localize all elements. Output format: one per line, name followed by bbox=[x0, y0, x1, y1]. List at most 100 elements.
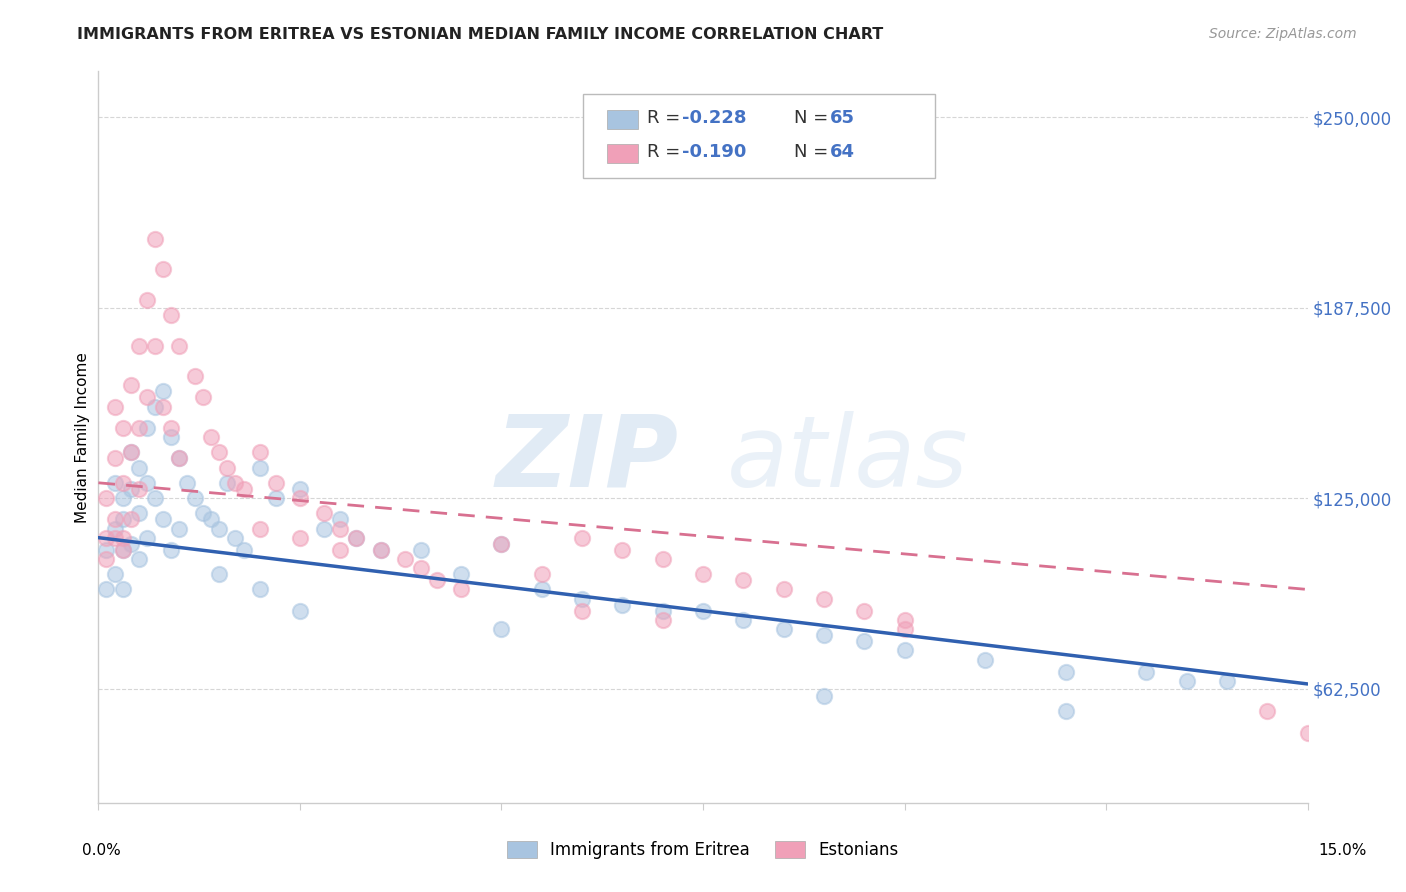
Point bbox=[1175, 673, 1198, 688]
Point bbox=[288, 482, 311, 496]
Point bbox=[813, 591, 835, 606]
Point bbox=[217, 475, 239, 490]
Point bbox=[217, 460, 239, 475]
Point bbox=[96, 531, 118, 545]
Text: N =: N = bbox=[794, 143, 834, 161]
Point bbox=[208, 445, 231, 459]
Point bbox=[1054, 705, 1077, 719]
Point bbox=[1054, 665, 1077, 679]
Point bbox=[249, 521, 271, 535]
Point bbox=[409, 542, 432, 557]
Point bbox=[370, 542, 392, 557]
Point bbox=[426, 574, 449, 588]
Point bbox=[193, 506, 215, 520]
Point bbox=[232, 542, 254, 557]
Point bbox=[813, 628, 835, 642]
Point bbox=[103, 475, 125, 490]
Point bbox=[96, 552, 118, 566]
Text: 15.0%: 15.0% bbox=[1319, 843, 1367, 858]
Point bbox=[111, 512, 134, 526]
Point bbox=[103, 451, 125, 466]
Point bbox=[120, 537, 142, 551]
Point bbox=[329, 512, 352, 526]
Point bbox=[128, 421, 150, 435]
Point bbox=[120, 445, 142, 459]
Point bbox=[232, 482, 254, 496]
Point bbox=[264, 475, 287, 490]
Point bbox=[893, 613, 915, 627]
Point bbox=[288, 604, 311, 618]
Point bbox=[120, 512, 142, 526]
Text: -0.190: -0.190 bbox=[682, 143, 747, 161]
Point bbox=[167, 338, 190, 352]
Point bbox=[152, 512, 174, 526]
Point bbox=[111, 542, 134, 557]
Point bbox=[200, 430, 222, 444]
Text: R =: R = bbox=[647, 143, 686, 161]
Point bbox=[491, 537, 513, 551]
Point bbox=[314, 506, 336, 520]
Point bbox=[135, 391, 157, 405]
Point bbox=[128, 338, 150, 352]
Point bbox=[530, 582, 553, 597]
Point bbox=[344, 531, 367, 545]
Point bbox=[143, 232, 166, 246]
Point bbox=[111, 582, 134, 597]
Point bbox=[1296, 725, 1319, 739]
Point bbox=[200, 512, 222, 526]
Point bbox=[612, 598, 634, 612]
Point bbox=[450, 567, 472, 582]
Point bbox=[733, 574, 755, 588]
Point bbox=[1216, 673, 1239, 688]
Point bbox=[111, 475, 134, 490]
Point bbox=[96, 491, 118, 505]
Point bbox=[128, 482, 150, 496]
Text: -0.228: -0.228 bbox=[682, 109, 747, 127]
Point bbox=[571, 604, 593, 618]
Point bbox=[288, 531, 311, 545]
Point bbox=[450, 582, 472, 597]
Point bbox=[974, 652, 997, 666]
Point bbox=[249, 582, 271, 597]
Point bbox=[249, 445, 271, 459]
Text: N =: N = bbox=[794, 109, 834, 127]
Point bbox=[96, 542, 118, 557]
Point bbox=[329, 521, 352, 535]
Point bbox=[167, 521, 190, 535]
Point bbox=[160, 421, 183, 435]
Point bbox=[772, 582, 794, 597]
Point bbox=[1256, 705, 1278, 719]
Point bbox=[111, 421, 134, 435]
Point bbox=[329, 542, 352, 557]
Text: IMMIGRANTS FROM ERITREA VS ESTONIAN MEDIAN FAMILY INCOME CORRELATION CHART: IMMIGRANTS FROM ERITREA VS ESTONIAN MEDI… bbox=[77, 27, 883, 42]
Point bbox=[111, 491, 134, 505]
Point bbox=[224, 475, 246, 490]
Point bbox=[135, 531, 157, 545]
Point bbox=[103, 512, 125, 526]
Point bbox=[893, 643, 915, 657]
Point bbox=[167, 451, 190, 466]
Text: R =: R = bbox=[647, 109, 686, 127]
Point bbox=[143, 338, 166, 352]
Point bbox=[128, 460, 150, 475]
Point bbox=[111, 531, 134, 545]
Point bbox=[394, 552, 416, 566]
Point bbox=[152, 384, 174, 399]
Point bbox=[772, 622, 794, 636]
Point bbox=[160, 430, 183, 444]
Point bbox=[264, 491, 287, 505]
Point bbox=[103, 521, 125, 535]
Text: atlas: atlas bbox=[727, 410, 969, 508]
Point bbox=[651, 613, 673, 627]
Text: 64: 64 bbox=[830, 143, 855, 161]
Point bbox=[184, 491, 207, 505]
Point bbox=[288, 491, 311, 505]
Point bbox=[733, 613, 755, 627]
Point bbox=[143, 491, 166, 505]
Text: ZIP: ZIP bbox=[496, 410, 679, 508]
Point bbox=[893, 622, 915, 636]
Point bbox=[571, 531, 593, 545]
Y-axis label: Median Family Income: Median Family Income bbox=[75, 351, 90, 523]
Point bbox=[152, 262, 174, 277]
Point bbox=[813, 689, 835, 703]
